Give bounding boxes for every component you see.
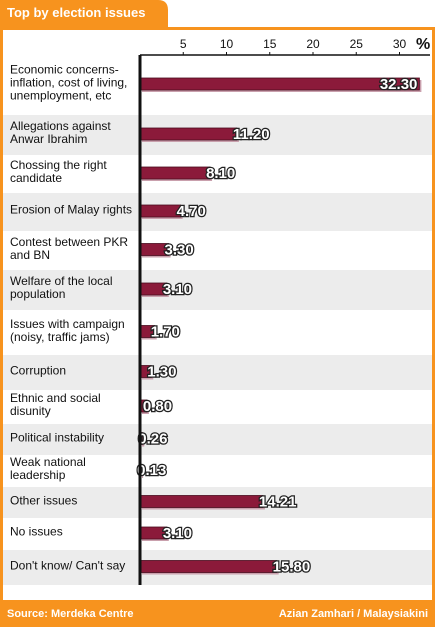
category-label: Allegations against Anwar Ibrahim	[10, 119, 111, 146]
x-tick-label: 5	[180, 37, 187, 51]
axis-unit: %	[416, 36, 430, 53]
row-band	[3, 270, 432, 310]
credit: Azian Zamhari / Malaysiakini	[278, 608, 428, 620]
category-label: Political instability	[10, 430, 105, 444]
value-label: 3.10	[163, 525, 192, 542]
bar-shadow	[142, 466, 144, 478]
source: Source: Merdeka Centre	[7, 608, 134, 620]
value-label: 15.80	[273, 558, 311, 575]
category-label: Ethnic and social disunity	[10, 391, 101, 418]
title-tab	[0, 0, 168, 30]
bar	[139, 204, 182, 218]
bar	[139, 495, 264, 508]
value-label: 14.21	[259, 493, 297, 510]
category-label: No issues	[10, 524, 63, 539]
value-label: 32.30	[380, 76, 418, 93]
row-band	[3, 424, 432, 455]
category-label: Corruption	[10, 363, 67, 377]
x-tick-label: 20	[306, 37, 320, 51]
category-label: Don't know/ Can't say	[10, 558, 126, 572]
x-tick-label: 30	[393, 37, 407, 51]
value-label: 0.80	[143, 398, 172, 415]
category-label: Chossing the right candidate	[10, 158, 107, 185]
category-label: Issues with campaign (noisy, traffic jam…	[10, 316, 125, 344]
value-label: 11.20	[233, 126, 270, 143]
value-label: 0.26	[138, 430, 167, 447]
category-label: Other issues	[10, 493, 78, 507]
bar	[139, 166, 211, 180]
row-band	[3, 355, 432, 390]
category-label: Contest between PKR and BN	[10, 234, 129, 262]
bar	[139, 560, 278, 573]
bar-shadow	[142, 434, 145, 447]
value-label: 1.70	[151, 323, 180, 340]
value-label: 3.30	[165, 241, 194, 258]
category-label: Erosion of Malay rights	[10, 202, 133, 217]
category-label: Welfare of the local population	[10, 274, 113, 301]
category-label: Economic concerns-inflation, cost of liv…	[10, 62, 128, 103]
value-label: 8.10	[206, 165, 235, 182]
category-label: Weak national leadership	[10, 455, 86, 482]
bar	[139, 77, 420, 91]
x-tick-label: 15	[263, 37, 277, 51]
x-tick-label: 25	[350, 37, 364, 51]
row-band	[3, 193, 432, 231]
value-label: 1.30	[147, 363, 176, 380]
value-label: 0.13	[137, 462, 166, 479]
bar	[139, 127, 238, 141]
value-label: 4.70	[177, 203, 206, 220]
x-tick-label: 10	[220, 37, 234, 51]
value-label: 3.10	[163, 281, 192, 298]
chart-title: Top by election issues	[7, 5, 146, 20]
